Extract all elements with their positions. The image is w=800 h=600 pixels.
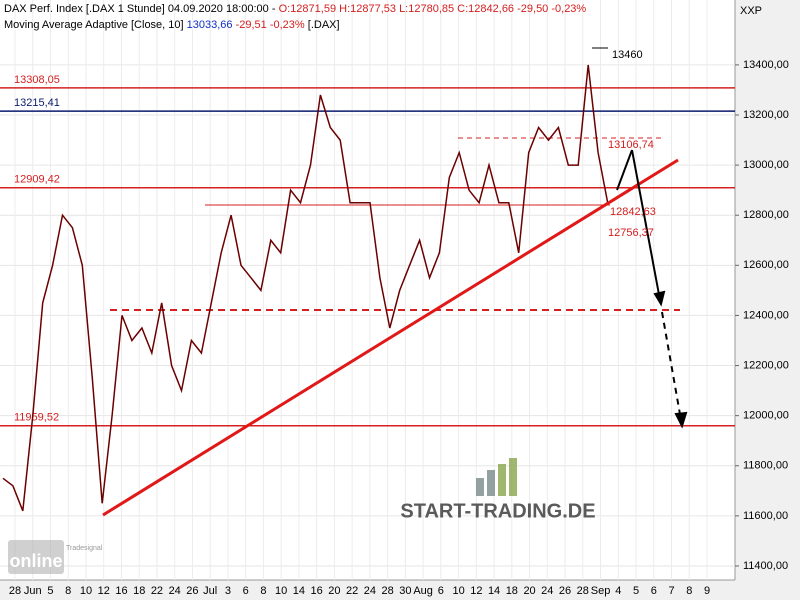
indicator-value: 13033,66: [187, 19, 233, 31]
watermark: START-TRADING.DE: [400, 500, 595, 522]
y-tick-label: 11600,00: [743, 510, 788, 522]
y-axis-area: [735, 0, 800, 600]
x-tick-label: 12: [470, 585, 482, 597]
x-tick-label: 16: [311, 585, 323, 597]
level-label: 13215,41: [14, 97, 60, 109]
x-tick-label: 24: [169, 585, 181, 597]
logo: online: [10, 551, 63, 571]
x-tick-label: 8: [260, 585, 266, 597]
x-tick-label: 7: [668, 585, 674, 597]
x-tick-label: 26: [559, 585, 571, 597]
x-tick-label: Sep: [591, 585, 611, 597]
header-line: DAX Perf. Index [.DAX 1 Stunde] 04.09.20…: [4, 3, 586, 15]
x-tick-label: 6: [438, 585, 444, 597]
level-label: 12909,42: [14, 174, 60, 186]
y-tick-label: 13400,00: [743, 59, 789, 71]
header-ohlc: O:12871,59 H:12877,53 L:12780,85 C:12842…: [279, 3, 587, 15]
x-tick-label: 6: [651, 585, 657, 597]
x-tick-label: 28: [9, 585, 21, 597]
x-tick-label: 22: [151, 585, 163, 597]
x-tick-label: 10: [275, 585, 287, 597]
x-tick-label: 28: [381, 585, 393, 597]
x-tick-label: 4: [615, 585, 621, 597]
header-line: Moving Average Adaptive [Close, 10] 1303…: [4, 19, 340, 31]
annotation: 13460: [612, 49, 643, 61]
x-tick-label: 26: [186, 585, 198, 597]
x-tick-label: 24: [541, 585, 553, 597]
y-tick-label: 13000,00: [743, 159, 789, 171]
level-label: 13308,05: [14, 74, 60, 86]
forecast-arrows: [616, 149, 688, 429]
x-tick-label: 18: [133, 585, 145, 597]
logo-box: [8, 540, 64, 574]
annotation: 13106,74: [608, 139, 654, 151]
trend-line: [102, 158, 679, 517]
y-tick-label: 12400,00: [743, 309, 789, 321]
x-tick-label: 16: [115, 585, 127, 597]
x-tick-label: 28: [577, 585, 589, 597]
y-tick-label: 12800,00: [743, 209, 789, 221]
axis-title: XXP: [740, 5, 762, 17]
indicator-symbol: [.DAX]: [308, 19, 340, 31]
y-tick-label: 11800,00: [743, 460, 788, 472]
x-tick-label: 14: [293, 585, 305, 597]
y-tick-label: 12200,00: [743, 359, 789, 371]
x-tick-label: 9: [704, 585, 710, 597]
x-tick-label: 10: [80, 585, 92, 597]
x-tick-label: Jul: [203, 585, 217, 597]
indicator-change: -29,51 -0,23%: [236, 19, 305, 31]
y-tick-label: 12000,00: [743, 410, 789, 422]
indicator: Moving Average Adaptive [Close, 10]: [4, 19, 184, 31]
x-tick-label: 5: [633, 585, 639, 597]
x-tick-label: 14: [488, 585, 500, 597]
x-tick-label: 5: [47, 585, 53, 597]
y-tick-label: 11400,00: [743, 560, 788, 572]
watermark-logo: [476, 458, 517, 496]
x-tick-label: 12: [98, 585, 110, 597]
x-tick-label: 20: [328, 585, 340, 597]
x-tick-label: 8: [65, 585, 71, 597]
x-tick-label: 20: [523, 585, 535, 597]
annotation: 12756,37: [608, 227, 654, 239]
x-tick-label: 24: [364, 585, 376, 597]
logo-small: Tradesignal: [66, 545, 103, 552]
x-tick-label: 8: [686, 585, 692, 597]
price-line: [2, 64, 609, 512]
x-tick-label: Aug: [413, 585, 433, 597]
header-title: DAX Perf. Index [.DAX 1 Stunde] 04.09.20…: [4, 3, 276, 15]
x-tick-label: 6: [243, 585, 249, 597]
x-axis-area: [0, 580, 800, 600]
annotation: 12842,63: [610, 206, 656, 218]
x-tick-label: 22: [346, 585, 358, 597]
y-tick-label: 12600,00: [743, 259, 789, 271]
x-tick-label: 3: [225, 585, 231, 597]
level-label: 11959,52: [14, 412, 59, 424]
x-tick-label: 18: [506, 585, 518, 597]
x-tick-label: 10: [452, 585, 464, 597]
x-tick-label: 30: [399, 585, 411, 597]
y-tick-label: 13200,00: [743, 109, 789, 121]
x-tick-label: Jun: [24, 585, 42, 597]
